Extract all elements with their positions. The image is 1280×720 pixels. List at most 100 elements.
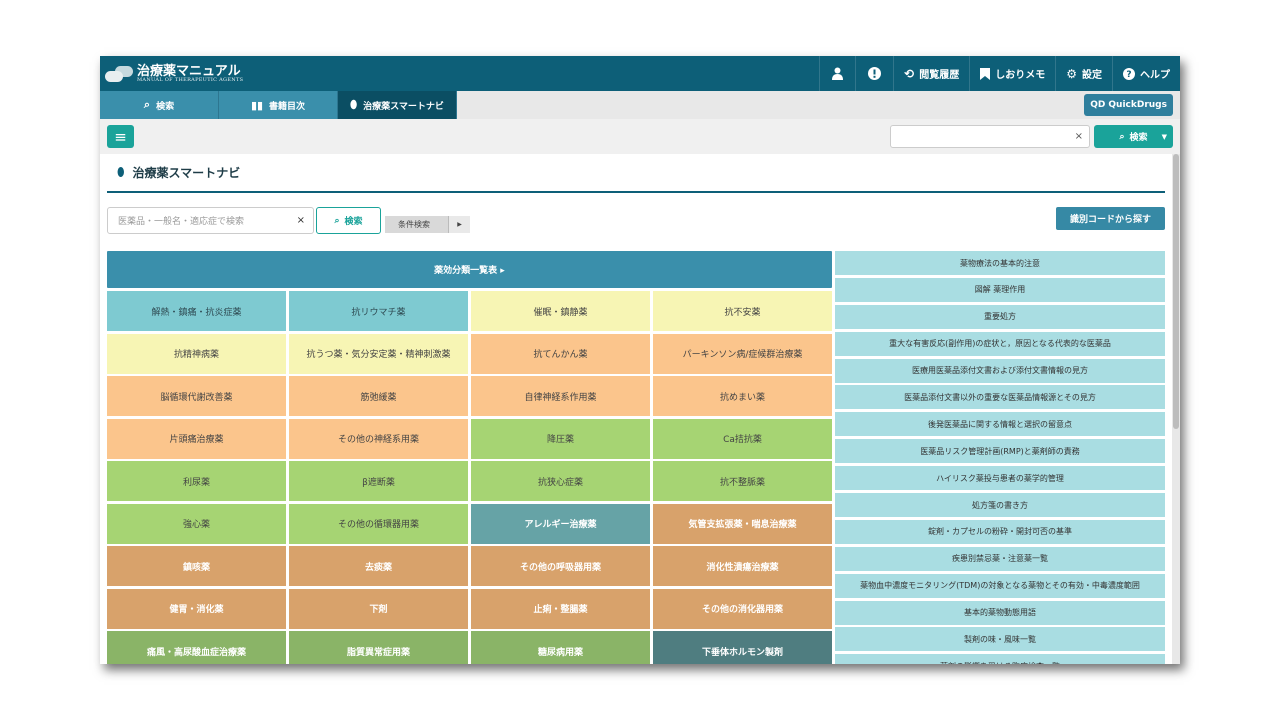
- category-tile[interactable]: 下剤: [289, 588, 468, 629]
- reference-link[interactable]: 重大な有害反応(副作用)の症状と，原因となる代表的な医薬品: [835, 331, 1165, 356]
- reference-link[interactable]: 薬物血中濃度モニタリング(TDM)の対象となる薬物とその有効・中毒濃度範囲: [835, 573, 1165, 598]
- settings-button[interactable]: ⚙ 設定: [1055, 56, 1112, 91]
- category-tile[interactable]: 利尿薬: [107, 461, 286, 501]
- category-tile[interactable]: アレルギー治療薬: [471, 503, 650, 544]
- exclamation-icon: [868, 67, 882, 80]
- question-icon: ?: [1123, 67, 1135, 80]
- reference-link[interactable]: 疾患別禁忌薬・注意薬一覧: [835, 546, 1165, 571]
- category-tile[interactable]: 糖尿病用薬: [471, 631, 650, 664]
- reference-link[interactable]: 医薬品リスク管理計画(RMP)と薬剤師の責務: [835, 439, 1165, 464]
- category-tile[interactable]: 片頭痛治療薬: [107, 418, 286, 459]
- reference-link[interactable]: 薬剤の影響を受ける臨床検査一覧: [835, 654, 1165, 664]
- help-label: ヘルプ: [1140, 70, 1170, 81]
- category-tile[interactable]: 消化性潰瘍治療薬: [653, 546, 832, 586]
- reference-link[interactable]: 後発医薬品に関する情報と選択の留意点: [835, 412, 1165, 437]
- tab-label: 書籍目次: [269, 101, 306, 112]
- hamburger-icon: ≡: [114, 127, 127, 146]
- tab-label: 治療薬スマートナビ: [363, 101, 444, 112]
- user-button[interactable]: [819, 56, 855, 91]
- top-nav: ⟲ 閲覧履歴 しおりメモ ⚙ 設定 ? ヘルプ: [819, 56, 1180, 91]
- category-tile[interactable]: 脳循環代謝改善薬: [107, 376, 286, 416]
- category-tile[interactable]: その他の呼吸器用薬: [471, 546, 650, 586]
- category-tile[interactable]: 抗リウマチ薬: [289, 291, 468, 331]
- category-tile[interactable]: β遮断薬: [289, 461, 468, 501]
- app-subtitle: MANUAL OF THERAPEUTIC AGENTS: [137, 76, 244, 83]
- category-tile[interactable]: 催眠・鎮静薬: [471, 291, 650, 331]
- category-tile[interactable]: その他の消化器用薬: [653, 588, 832, 629]
- category-tile[interactable]: Ca拮抗薬: [653, 418, 832, 459]
- category-tile[interactable]: 抗不安薬: [653, 291, 832, 331]
- condition-search-label: 条件検索: [398, 220, 430, 229]
- category-tile[interactable]: 抗精神病薬: [107, 333, 286, 374]
- tab-book-contents[interactable]: ▮▮ 書籍目次: [219, 91, 338, 119]
- category-tile[interactable]: 抗てんかん薬: [471, 333, 650, 374]
- category-tile[interactable]: その他の循環器用薬: [289, 503, 468, 544]
- scrollbar-thumb[interactable]: [1173, 154, 1179, 429]
- category-list-header[interactable]: 薬効分類一覧表 ▸: [107, 251, 832, 288]
- app-logo[interactable]: 治療薬マニュアル MANUAL OF THERAPEUTIC AGENTS: [100, 64, 400, 84]
- reference-link[interactable]: 医薬品添付文書以外の重要な医薬品情報源とその見方: [835, 385, 1165, 410]
- category-tile[interactable]: 筋弛緩薬: [289, 376, 468, 416]
- quickdrugs-button[interactable]: QD QuickDrugs: [1084, 94, 1173, 116]
- tab-smart-navi[interactable]: ⬮ 治療薬スマートナビ: [338, 91, 457, 119]
- bookmark-button[interactable]: しおりメモ: [969, 56, 1055, 91]
- global-search-button[interactable]: ⌕ 検索 ▼: [1094, 125, 1173, 148]
- hamburger-menu-button[interactable]: ≡: [107, 125, 134, 148]
- help-button[interactable]: ? ヘルプ: [1112, 56, 1180, 91]
- category-tile[interactable]: 止痢・整腸薬: [471, 588, 650, 629]
- category-tile[interactable]: パーキンソン病/症候群治療薬: [653, 333, 832, 374]
- category-tile[interactable]: 抗めまい薬: [653, 376, 832, 416]
- reference-link[interactable]: 基本的薬物動態用語: [835, 600, 1165, 625]
- pill-icon: ⬮: [350, 98, 358, 111]
- category-tile[interactable]: 健胃・消化薬: [107, 588, 286, 629]
- tab-search[interactable]: ⌕ 検索: [100, 91, 219, 119]
- category-tile[interactable]: 自律神経系作用薬: [471, 376, 650, 416]
- category-tile[interactable]: 抗狭心症薬: [471, 461, 650, 501]
- category-tile[interactable]: 強心薬: [107, 503, 286, 544]
- category-tile[interactable]: 降圧薬: [471, 418, 650, 459]
- reference-link[interactable]: 処方箋の書き方: [835, 493, 1165, 518]
- category-tile[interactable]: 下垂体ホルモン製剤: [653, 631, 832, 664]
- scrollbar[interactable]: [1172, 154, 1180, 664]
- category-tile[interactable]: 鎮咳薬: [107, 546, 286, 586]
- id-code-label: 識別コードから探す: [1069, 215, 1151, 225]
- category-tile[interactable]: 抗不整脈薬: [653, 461, 832, 501]
- reference-link[interactable]: 重要処方: [835, 304, 1165, 329]
- bookmark-label: しおりメモ: [995, 70, 1046, 81]
- category-tile[interactable]: 気管支拡張薬・喘息治療薬: [653, 503, 832, 544]
- alert-button[interactable]: [855, 56, 893, 91]
- clear-icon[interactable]: ×: [296, 215, 305, 226]
- category-tile[interactable]: 痛風・高尿酸血症治療薬: [107, 631, 286, 664]
- clear-icon[interactable]: ×: [1074, 131, 1083, 142]
- category-tile[interactable]: 抗うつ薬・気分安定薬・精神刺激薬: [289, 333, 468, 374]
- category-tile[interactable]: 去痰薬: [289, 546, 468, 586]
- category-tile[interactable]: 脂質異常症用薬: [289, 631, 468, 664]
- reference-link[interactable]: 薬物療法の基本的注意: [835, 251, 1165, 275]
- reference-link[interactable]: 医療用医薬品添付文書および添付文書情報の見方: [835, 358, 1165, 383]
- history-icon: ⟲: [904, 66, 915, 81]
- user-icon: [832, 67, 844, 80]
- history-label: 閲覧履歴: [919, 70, 960, 81]
- global-search: × ⌕ 検索 ▼: [890, 125, 1173, 148]
- reference-link[interactable]: 錠剤・カプセルの粉砕・開封可否の基準: [835, 519, 1165, 544]
- category-tile[interactable]: その他の神経系用薬: [289, 418, 468, 459]
- app-title: 治療薬マニュアル: [137, 62, 241, 78]
- history-button[interactable]: ⟲ 閲覧履歴: [893, 56, 969, 91]
- category-tile[interactable]: 解熱・鎮痛・抗炎症薬: [107, 291, 286, 331]
- caret-down-icon[interactable]: ▼: [1161, 132, 1167, 141]
- id-code-search-button[interactable]: 識別コードから探す: [1056, 207, 1165, 230]
- gear-icon: ⚙: [1066, 66, 1077, 81]
- drug-search-input[interactable]: 医薬品・一般名・適応症で検索 ×: [107, 207, 314, 234]
- reference-link[interactable]: 製剤の味・風味一覧: [835, 627, 1165, 652]
- drug-search-button[interactable]: ⌕ 検索: [316, 207, 381, 234]
- main-content: ⬮ 治療薬スマートナビ 医薬品・一般名・適応症で検索 × ⌕ 検索 条件検索 ▶…: [100, 154, 1172, 664]
- category-header-label: 薬効分類一覧表 ▸: [434, 266, 505, 276]
- page-title: 治療薬スマートナビ: [132, 166, 241, 180]
- reference-link[interactable]: 図解 薬理作用: [835, 277, 1165, 302]
- search-icon: ⌕: [1119, 131, 1125, 142]
- search-row: 医薬品・一般名・適応症で検索 × ⌕ 検索 条件検索 ▶ 識別コードから探す: [107, 207, 1165, 234]
- reference-link[interactable]: ハイリスク薬投与患者の薬学的管理: [835, 466, 1165, 491]
- condition-search-button[interactable]: 条件検索 ▶: [385, 216, 470, 233]
- global-search-input[interactable]: ×: [890, 125, 1090, 148]
- tab-bar: ⌕ 検索 ▮▮ 書籍目次 ⬮ 治療薬スマートナビ QD QuickDrugs: [100, 91, 1180, 119]
